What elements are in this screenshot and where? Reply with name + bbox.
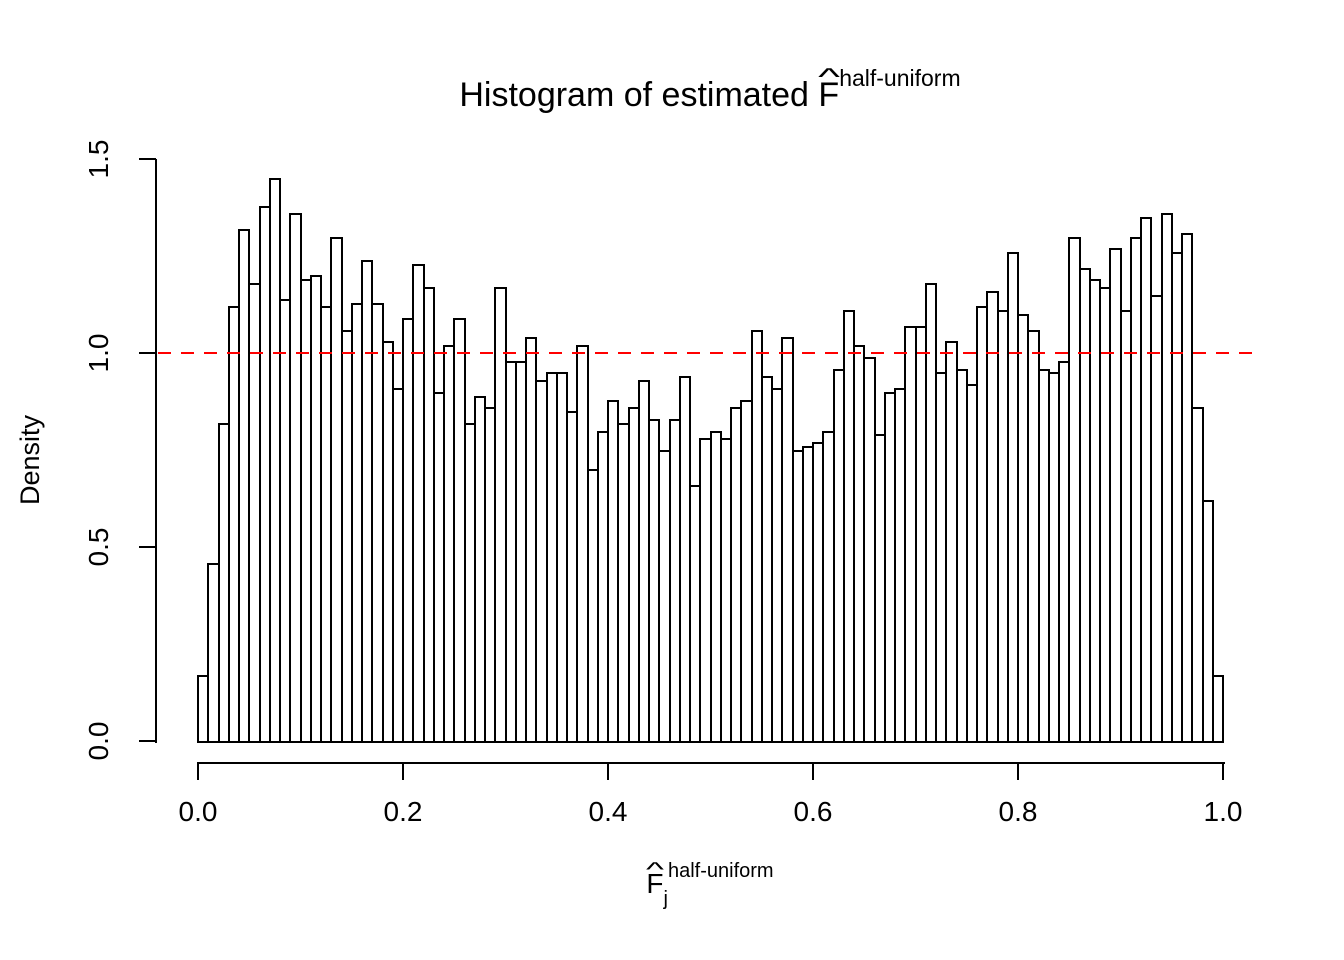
reference-line bbox=[158, 352, 1257, 354]
x-tick-label: 1.0 bbox=[1203, 796, 1243, 827]
x-tick bbox=[402, 762, 404, 780]
x-tick-label: 0.2 bbox=[383, 796, 423, 827]
hat-accent: ^ bbox=[817, 64, 840, 92]
chart-title-text: Histogram of estimated bbox=[459, 76, 809, 114]
y-tick bbox=[139, 740, 156, 742]
x-tick-label: 0.4 bbox=[588, 796, 628, 827]
chart-title: Histogram of estimated F ^ half-uniform bbox=[76, 65, 1344, 114]
title-f-hat-symbol: F ^ bbox=[818, 65, 840, 114]
chart-title-superscript: half-uniform bbox=[839, 65, 961, 91]
x-tick bbox=[197, 762, 199, 780]
x-axis-title: F ^ jhalf-uniform bbox=[76, 860, 1344, 910]
y-tick bbox=[139, 158, 156, 160]
y-axis-line bbox=[155, 159, 157, 743]
y-tick-label: 0.5 bbox=[83, 527, 114, 567]
y-tick-label: 1.0 bbox=[83, 333, 114, 373]
x-axis-line bbox=[197, 762, 1225, 764]
xlabel-f-letter: F bbox=[646, 868, 664, 899]
x-axis-subscript: j bbox=[663, 888, 668, 910]
x-tick-label: 0.0 bbox=[178, 796, 218, 827]
title-f-letter: F bbox=[818, 76, 840, 114]
histogram-bar bbox=[1202, 500, 1214, 743]
x-tick bbox=[1017, 762, 1019, 780]
x-tick bbox=[812, 762, 814, 780]
histogram-bar bbox=[1212, 675, 1224, 743]
x-tick bbox=[607, 762, 609, 780]
x-tick-label: 0.6 bbox=[793, 796, 833, 827]
x-tick bbox=[1222, 762, 1224, 780]
y-tick bbox=[139, 352, 156, 354]
y-tick-label: 0.0 bbox=[83, 721, 114, 761]
hat-accent: ^ bbox=[645, 859, 664, 882]
x-axis-superscript: half-uniform bbox=[667, 860, 774, 882]
y-axis-title: Density bbox=[15, 414, 45, 506]
y-tick-label: 1.5 bbox=[83, 139, 114, 179]
y-tick bbox=[139, 546, 156, 548]
x-tick-label: 0.8 bbox=[998, 796, 1038, 827]
xlabel-f-hat-symbol: F ^ bbox=[646, 860, 664, 900]
